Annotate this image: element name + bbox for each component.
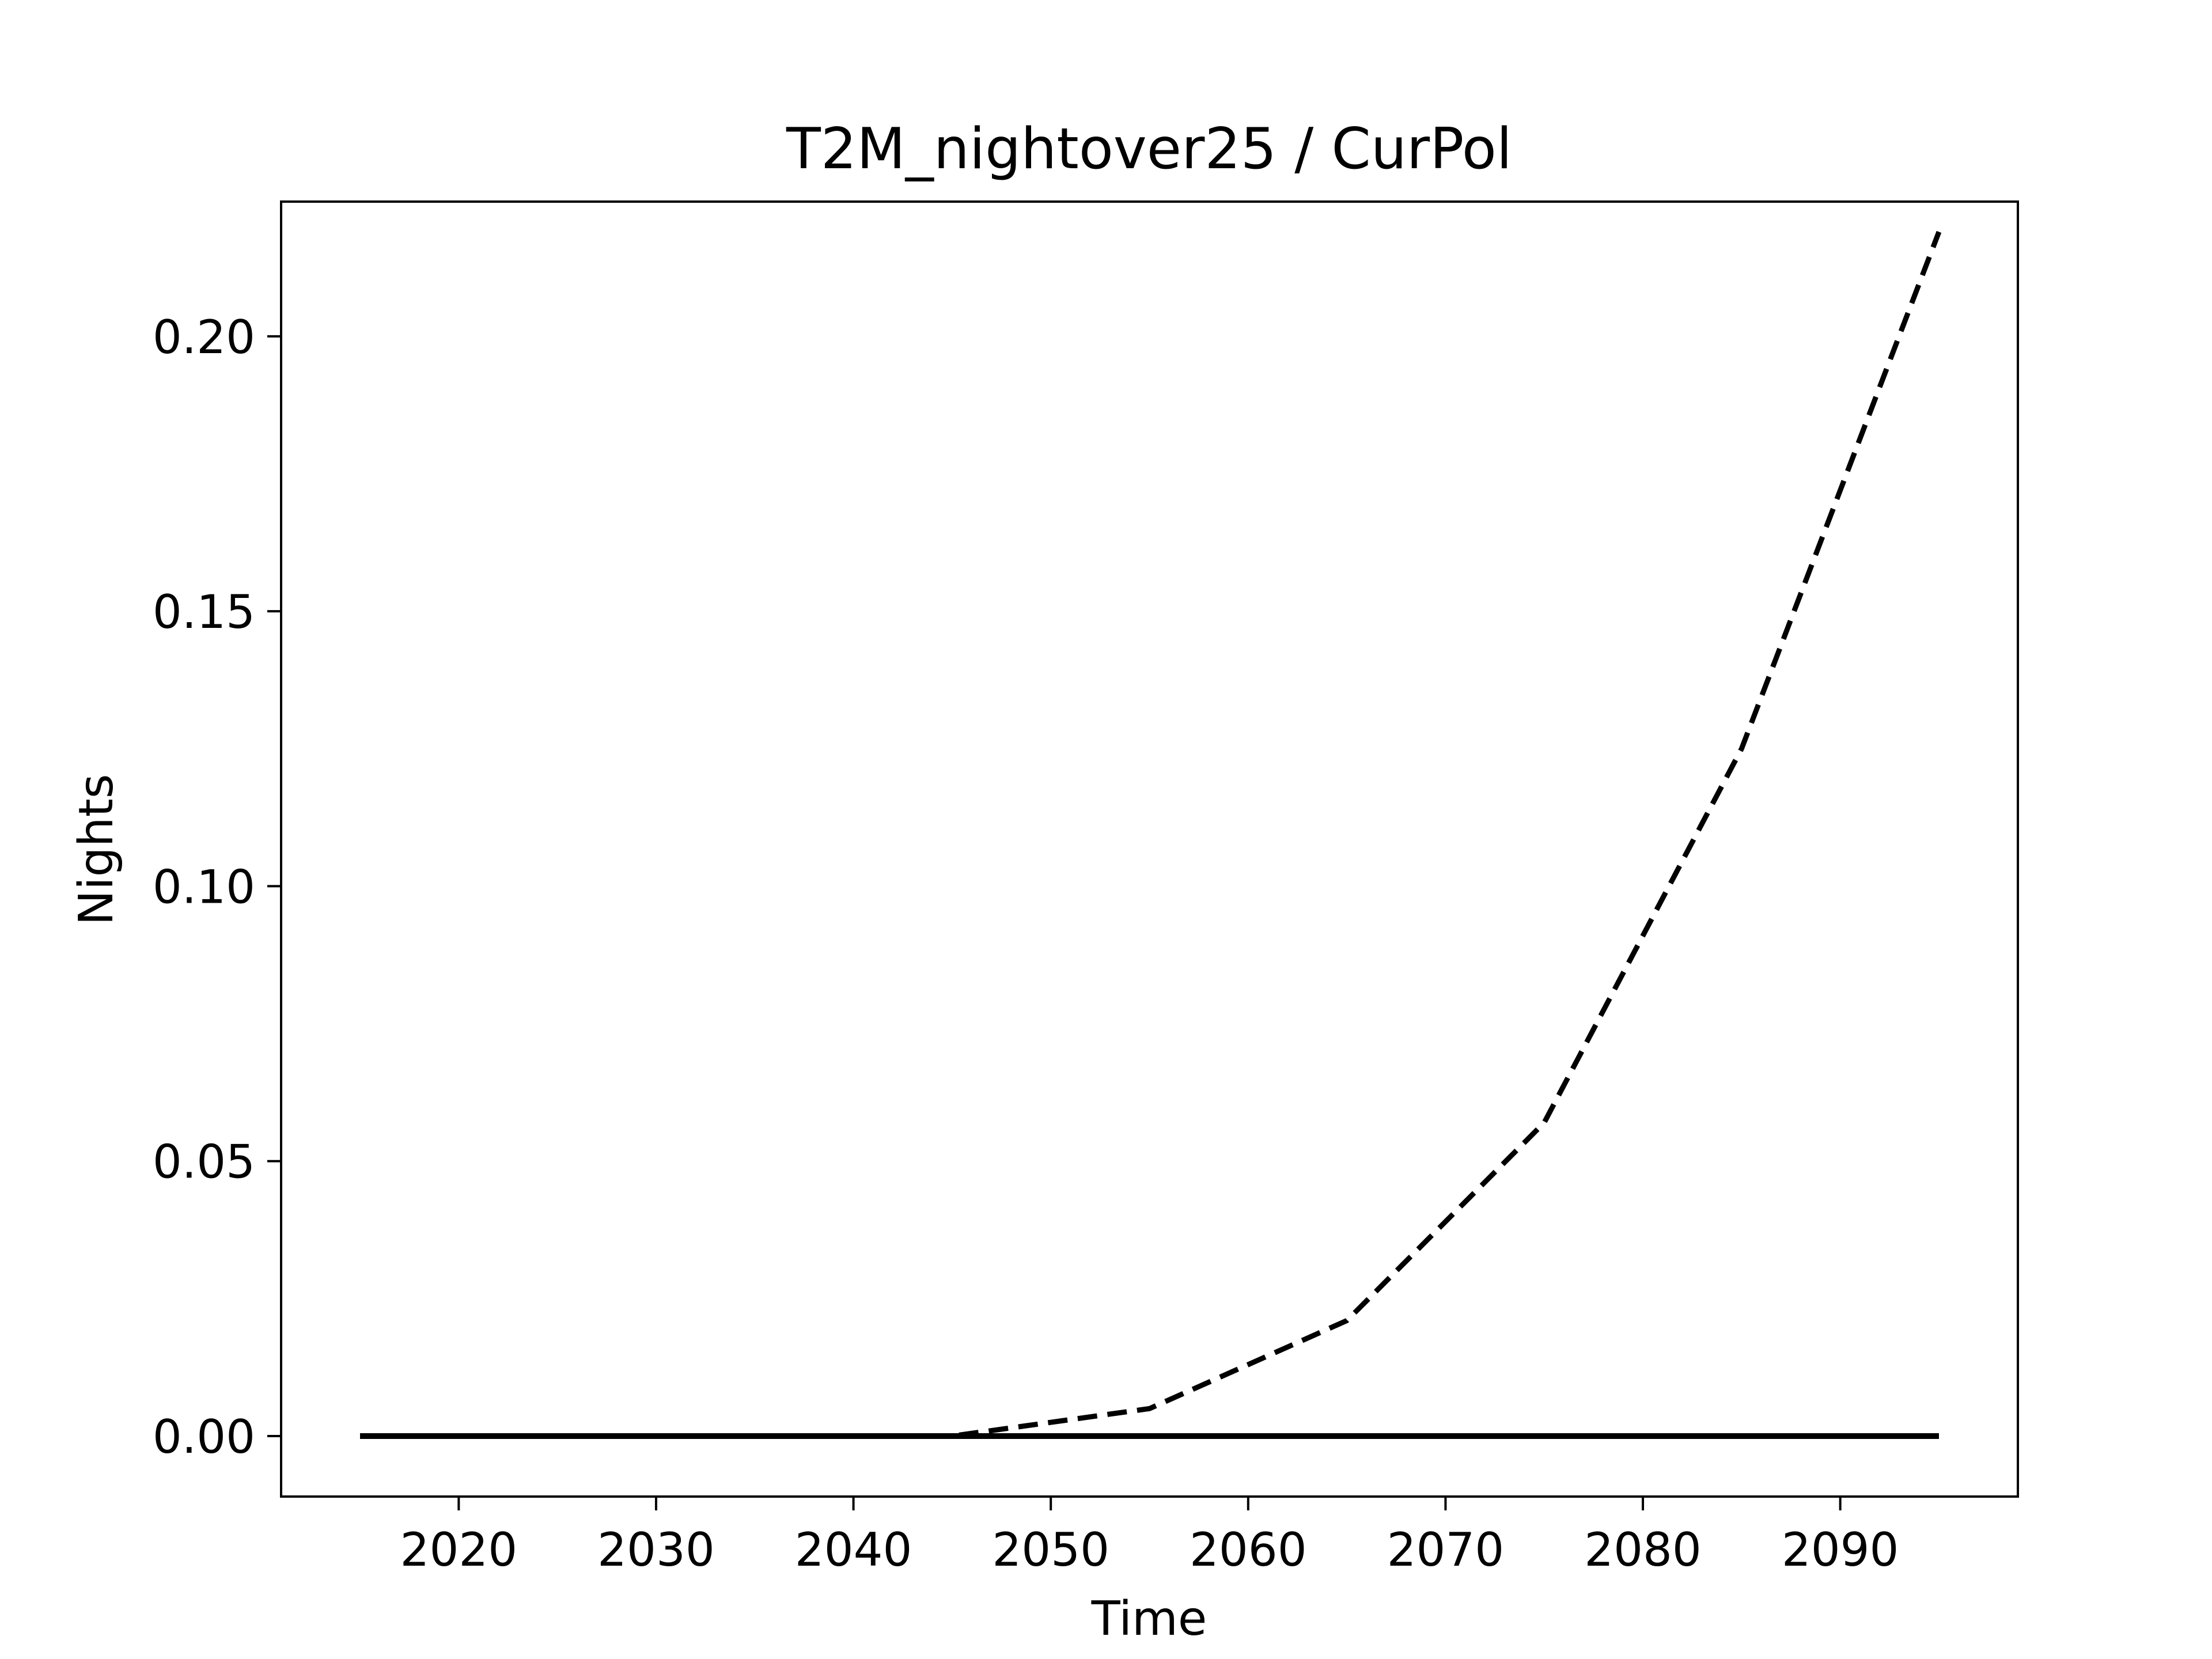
x-tick-label-2070: 2070 xyxy=(1387,1523,1505,1577)
x-tick-label-2060: 2060 xyxy=(1190,1523,1307,1577)
x-tick-label-2050: 2050 xyxy=(992,1523,1109,1577)
y-tick-label-4: 0.20 xyxy=(153,310,255,364)
y-axis-label: Nights xyxy=(69,774,124,925)
series-line-0-dashed xyxy=(360,230,1942,1439)
x-tick-label-2030: 2030 xyxy=(597,1523,715,1577)
x-tick-label-2090: 2090 xyxy=(1782,1523,1899,1577)
plot-area xyxy=(360,230,1942,1439)
y-tick-label-2: 0.10 xyxy=(153,860,255,914)
chart-title: T2M_nightover25 / CurPol xyxy=(786,116,1512,182)
x-tick-label-2080: 2080 xyxy=(1584,1523,1702,1577)
y-tick-label-1: 0.05 xyxy=(153,1135,255,1189)
y-axis: 0.00 0.05 0.10 0.15 0.20 xyxy=(153,310,281,1464)
x-tick-label-2040: 2040 xyxy=(795,1523,912,1577)
x-tick-label-2020: 2020 xyxy=(400,1523,518,1577)
x-axis: 2020 2030 2040 2050 2060 2070 2080 2090 xyxy=(400,1497,1899,1577)
y-tick-label-0: 0.00 xyxy=(153,1410,255,1464)
x-axis-label: Time xyxy=(1091,1592,1207,1646)
plot-frame xyxy=(280,200,2019,1498)
y-tick-label-3: 0.15 xyxy=(153,585,255,639)
